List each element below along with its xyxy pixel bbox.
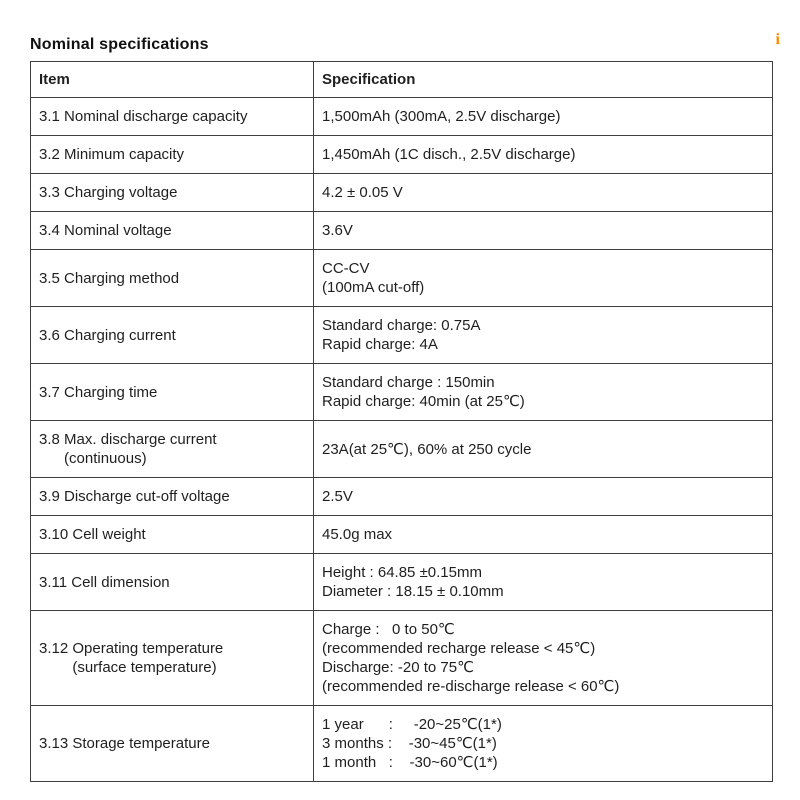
item-cell: 3.2 Minimum capacity — [30, 135, 314, 174]
table-row: 3.4 Nominal voltage 3.6V — [30, 211, 773, 250]
spec-cell: 3.6V — [313, 211, 773, 250]
table-row: 3.6 Charging current Standard charge: 0.7… — [30, 306, 773, 364]
table-row: 3.1 Nominal discharge capacity 1,500mAh (… — [30, 97, 773, 136]
item-cell: 3.5 Charging method — [30, 249, 314, 307]
item-cell: 3.3 Charging voltage — [30, 173, 314, 212]
table-row: 3.7 Charging time Standard charge : 150mi… — [30, 363, 773, 421]
item-column-header: Item — [30, 61, 314, 98]
item-cell: 3.12 Operating temperature (surface temp… — [30, 610, 314, 706]
page-title: Nominal specifications — [30, 36, 209, 53]
table-row: 3.10 Cell weight 45.0g max — [30, 515, 773, 554]
item-cell: 3.8 Max. discharge current (continuous) — [30, 420, 314, 478]
table-row: 3.3 Charging voltage 4.2 ± 0.05 V — [30, 173, 773, 212]
spec-table: Item Specification 3.1 Nominal discharge… — [30, 61, 773, 782]
specification-column-header: Specification — [313, 61, 773, 98]
spec-cell: 45.0g max — [313, 515, 773, 554]
spec-cell: Height : 64.85 ±0.15mm Diameter : 18.15 … — [313, 553, 773, 611]
item-cell: 3.6 Charging current — [30, 306, 314, 364]
item-cell: 3.1 Nominal discharge capacity — [30, 97, 314, 136]
spec-cell: 23A(at 25℃), 60% at 250 cycle — [313, 420, 773, 478]
table-row: 3.2 Minimum capacity 1,450mAh (1C disch.,… — [30, 135, 773, 174]
spec-table-body: 3.1 Nominal discharge capacity 1,500mAh (… — [30, 97, 773, 782]
item-cell: 3.9 Discharge cut-off voltage — [30, 477, 314, 516]
spec-cell: 2.5V — [313, 477, 773, 516]
table-row: 3.12 Operating temperature (surface temp… — [30, 610, 773, 706]
table-row: 3.5 Charging method CC-CV (100mA cut-off) — [30, 249, 773, 307]
table-row: 3.11 Cell dimension Height : 64.85 ±0.15m… — [30, 553, 773, 611]
item-cell: 3.7 Charging time — [30, 363, 314, 421]
table-row: 3.13 Storage temperature 1 year : -20~25℃… — [30, 705, 773, 782]
spec-cell: Charge : 0 to 50℃ (recommended recharge … — [313, 610, 773, 706]
spec-cell: 1 year : -20~25℃(1*) 3 months : -30~45℃(… — [313, 705, 773, 782]
spec-cell: 1,500mAh (300mA, 2.5V discharge) — [313, 97, 773, 136]
spec-cell: 4.2 ± 0.05 V — [313, 173, 773, 212]
spec-table-header: Item Specification — [30, 61, 773, 98]
item-cell: 3.11 Cell dimension — [30, 553, 314, 611]
table-row: 3.9 Discharge cut-off voltage 2.5V — [30, 477, 773, 516]
item-cell: 3.10 Cell weight — [30, 515, 314, 554]
spec-cell: CC-CV (100mA cut-off) — [313, 249, 773, 307]
header-row: Item Specification — [30, 61, 773, 98]
spec-cell: Standard charge: 0.75A Rapid charge: 4A — [313, 306, 773, 364]
corner-mark-icon: i — [775, 31, 780, 48]
item-cell: 3.4 Nominal voltage — [30, 211, 314, 250]
spec-cell: 1,450mAh (1C disch., 2.5V discharge) — [313, 135, 773, 174]
item-cell: 3.13 Storage temperature — [30, 705, 314, 782]
spec-cell: Standard charge : 150min Rapid charge: 4… — [313, 363, 773, 421]
table-row: 3.8 Max. discharge current (continuous) 2… — [30, 420, 773, 478]
